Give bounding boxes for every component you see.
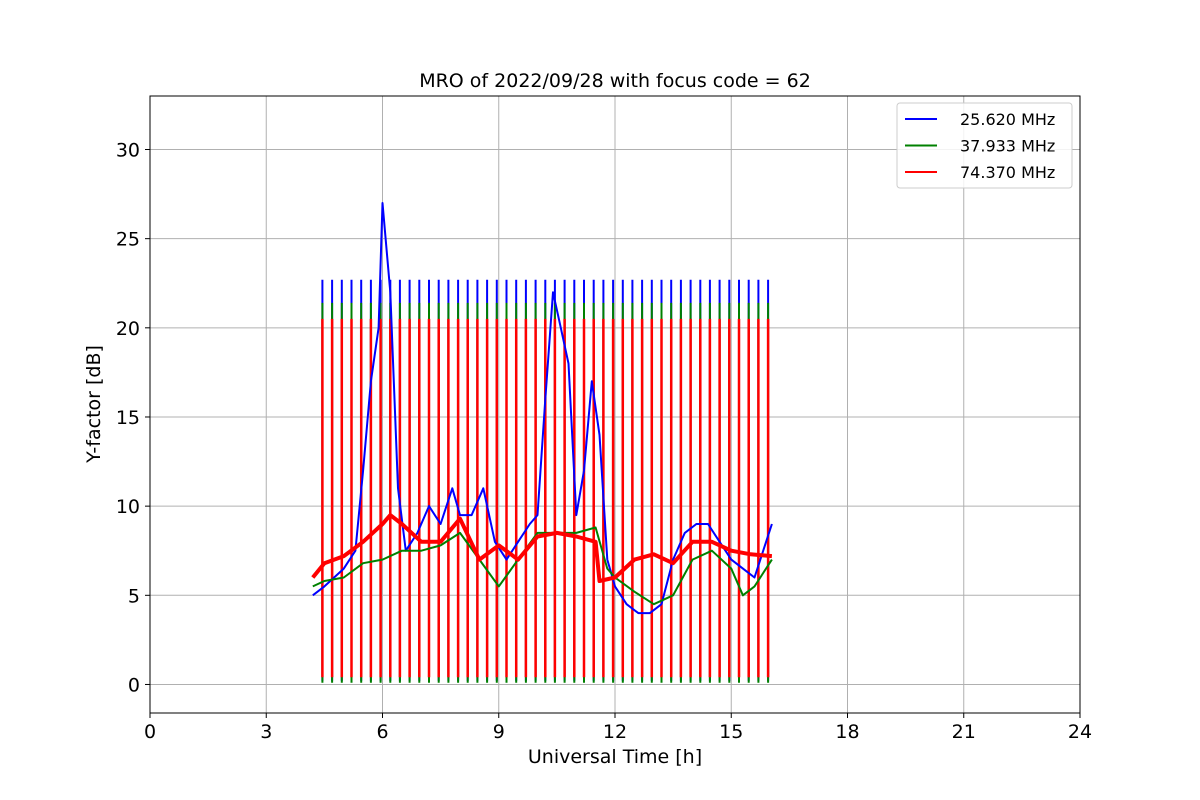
- x-axis-label: Universal Time [h]: [528, 746, 702, 768]
- calibration-spikes: [321, 279, 770, 683]
- legend-label: 74.370 MHz: [960, 163, 1055, 182]
- y-tick-label: 0: [128, 674, 140, 696]
- spikes-3: [321, 318, 770, 678]
- axis-ticks: 0 3 6 9 12 15 18 21 24 0 5 10 15 20 25 30: [116, 139, 1092, 743]
- series-lines: [311, 202, 773, 615]
- x-tick-label: 18: [835, 721, 859, 743]
- series-line-3: [311, 513, 773, 583]
- legend-box: [896, 102, 1073, 189]
- y-tick-label: 15: [116, 407, 140, 429]
- x-tick-label: 6: [376, 721, 388, 743]
- x-tick-label: 12: [603, 721, 627, 743]
- legend-label: 25.620 MHz: [960, 110, 1055, 129]
- y-tick-label: 30: [116, 139, 140, 161]
- y-tick-label: 25: [116, 229, 140, 251]
- y-tick-label: 5: [128, 585, 140, 607]
- y-tick-label: 10: [116, 496, 140, 518]
- legend: 25.620 MHz 37.933 MHz 74.370 MHz: [896, 102, 1073, 189]
- x-tick-label: 21: [952, 721, 976, 743]
- series-line-1: [312, 202, 773, 615]
- grid: [149, 96, 1081, 713]
- x-tick-label: 3: [260, 721, 272, 743]
- x-tick-label: 24: [1068, 721, 1092, 743]
- legend-label: 37.933 MHz: [960, 137, 1055, 156]
- y-tick-label: 20: [116, 318, 140, 340]
- x-tick-label: 0: [144, 721, 156, 743]
- x-tick-label: 9: [493, 721, 505, 743]
- y-axis-label: Y-factor [dB]: [83, 345, 105, 464]
- x-tick-label: 15: [719, 721, 743, 743]
- chart-title: MRO of 2022/09/28 with focus code = 62: [419, 70, 811, 92]
